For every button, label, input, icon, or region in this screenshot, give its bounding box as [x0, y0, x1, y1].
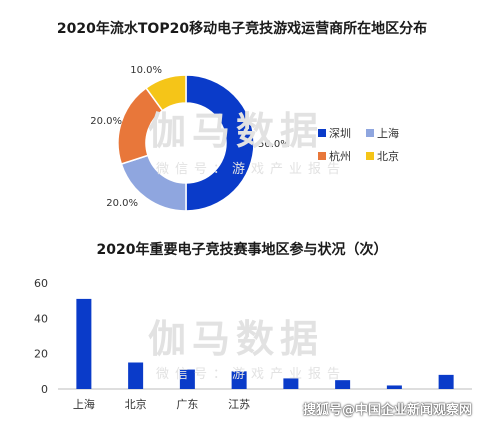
- bar-chart-title: 2020年重要电子竞技赛事地区参与状况（次）: [96, 242, 388, 258]
- bar: [179, 369, 195, 389]
- legend-swatch: [366, 129, 374, 137]
- legend-label: 深圳: [329, 127, 351, 140]
- y-tick-label: 60: [34, 277, 48, 290]
- donut-slice-label: 20.0%: [106, 198, 138, 209]
- y-tick-label: 40: [34, 312, 48, 325]
- legend-label: 北京: [377, 149, 399, 163]
- donut-slice-1: [185, 74, 255, 212]
- donut-slice-label: 50.0%: [258, 139, 290, 150]
- y-tick-label: 0: [41, 383, 48, 396]
- bar: [335, 380, 351, 389]
- bar: [283, 378, 299, 389]
- source-caption: 搜狐号@中国企业新闻观察网: [302, 403, 472, 418]
- legend-label: 上海: [377, 126, 399, 140]
- x-tick-label: 广东: [176, 398, 198, 411]
- donut-slice-label: 10.0%: [130, 65, 162, 76]
- x-tick-label: 上海: [73, 397, 95, 411]
- bar: [231, 371, 247, 389]
- legend-swatch: [366, 152, 374, 160]
- y-tick-label: 20: [34, 348, 48, 361]
- x-tick-label: 北京: [125, 397, 147, 411]
- donut-slice-4: [144, 74, 187, 112]
- bar: [128, 362, 144, 389]
- legend-swatch: [318, 129, 326, 137]
- bar: [386, 385, 402, 389]
- donut-chart-title: 2020年流水TOP20移动电子竞技游戏运营商所在地区分布: [56, 21, 428, 37]
- donut-slice-label: 20.0%: [90, 116, 122, 127]
- bar: [438, 374, 454, 389]
- legend-swatch: [318, 152, 326, 160]
- x-tick-label: 江苏: [228, 398, 250, 411]
- bar: [76, 298, 92, 389]
- bar-chart: 0 20 40 60 上海 北京 广东 江苏: [34, 277, 472, 411]
- legend-label: 杭州: [329, 149, 351, 163]
